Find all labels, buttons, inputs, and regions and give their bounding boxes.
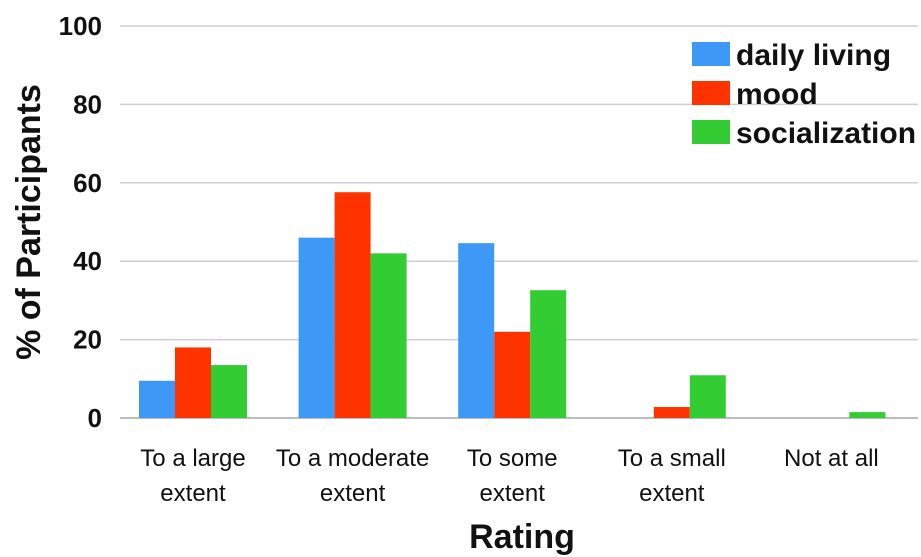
y-tick-label: 80 (73, 89, 102, 119)
legend-label: mood (736, 78, 818, 111)
category-labels: To a large extent To a moderate extent To so… (140, 445, 878, 507)
legend: daily living mood socialization (692, 39, 916, 150)
x-axis-title: Rating (469, 518, 575, 556)
y-axis-title: % of Participants (10, 84, 48, 360)
category-label: To a large extent (140, 445, 245, 507)
legend-label: daily living (736, 39, 891, 72)
category-label: Not at all (784, 445, 879, 472)
bar-socialization-4 (849, 412, 886, 418)
bar-socialization-1 (370, 253, 407, 418)
gridlines (120, 25, 918, 419)
y-tick-label: 40 (73, 246, 102, 276)
bar-mood-2 (494, 331, 531, 418)
bar-daily-living-1 (298, 237, 335, 418)
bar-mood-3 (653, 407, 690, 418)
category-label: To a moderate extent (276, 445, 429, 507)
bars (139, 192, 886, 418)
y-tick-label: 60 (73, 168, 102, 198)
category-label: To a small extent (618, 445, 726, 507)
legend-swatch-socialization (692, 120, 730, 144)
category-label: To some extent (467, 445, 558, 507)
bar-socialization-0 (211, 365, 247, 418)
legend-swatch-daily-living (692, 42, 730, 66)
bar-daily-living-2 (458, 243, 495, 418)
bar-mood-0 (175, 347, 211, 418)
legend-label: socialization (736, 117, 916, 150)
bar-socialization-3 (689, 375, 726, 418)
y-tick-label: 100 (59, 11, 102, 41)
legend-swatch-mood (692, 81, 730, 105)
y-tick-label: 20 (73, 325, 102, 355)
y-tick-labels: 0 20 40 60 80 100 (59, 11, 102, 433)
bar-daily-living-0 (139, 380, 175, 418)
bar-socialization-2 (530, 290, 567, 418)
bar-mood-1 (334, 192, 371, 418)
y-tick-label: 0 (88, 403, 102, 433)
